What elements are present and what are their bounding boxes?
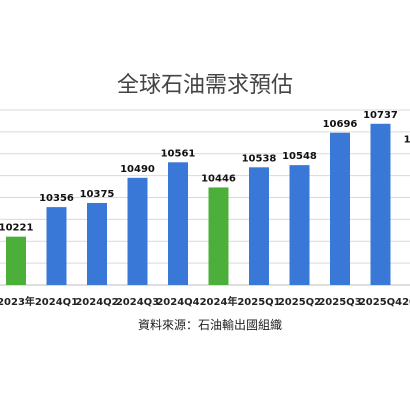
bar-2024Q3 (127, 177, 148, 285)
bar-2024Q1 (46, 207, 67, 285)
bar-2023年 (6, 236, 26, 285)
x-tick-label: 2024Q1 (35, 297, 78, 308)
value-label: 10375 (80, 189, 115, 200)
gridlines (0, 109, 410, 286)
x-tick-label: 2025Q1 (237, 297, 280, 308)
x-tick-label: 2025Q3 (318, 297, 361, 308)
x-tick-label: 2025Q2 (278, 297, 321, 308)
bar-2025Q2 (289, 165, 310, 285)
bar-2025Q1 (249, 167, 269, 285)
chart-title: 全球石油需求預估 (117, 73, 293, 98)
value-label: 10625 (404, 134, 410, 145)
x-tick-label: 2024Q3 (116, 297, 159, 308)
value-label: 10561 (161, 148, 196, 159)
value-label: 10490 (120, 164, 155, 175)
bar-2025Q4 (370, 123, 391, 285)
bars (6, 123, 391, 285)
bar-2024年 (208, 187, 229, 285)
x-tick-label: 2023年 (0, 295, 35, 308)
source-note: 資料來源：石油輸出國組織 (138, 317, 282, 332)
x-tick-label: 2025年 (402, 295, 410, 308)
x-tick-label: 2024Q2 (75, 297, 118, 308)
value-labels: 10221 10356 10375 10490 10561 10446 10538 10548… (0, 110, 410, 234)
value-label: 10696 (323, 119, 358, 130)
x-tick-label: 2024Q4 (156, 297, 199, 308)
x-tick-label: 2025Q4 (359, 297, 402, 308)
value-label: 10737 (363, 110, 398, 121)
value-label: 10356 (39, 193, 74, 204)
value-label: 10538 (242, 153, 277, 164)
bar-2024Q2 (87, 202, 107, 285)
value-label: 10221 (0, 223, 33, 234)
bar-2025Q3 (330, 132, 350, 285)
value-label: 10446 (201, 173, 236, 184)
x-tick-label: 2024年 (200, 295, 238, 308)
bar-2024Q4 (168, 162, 188, 285)
value-label: 10548 (282, 151, 317, 162)
